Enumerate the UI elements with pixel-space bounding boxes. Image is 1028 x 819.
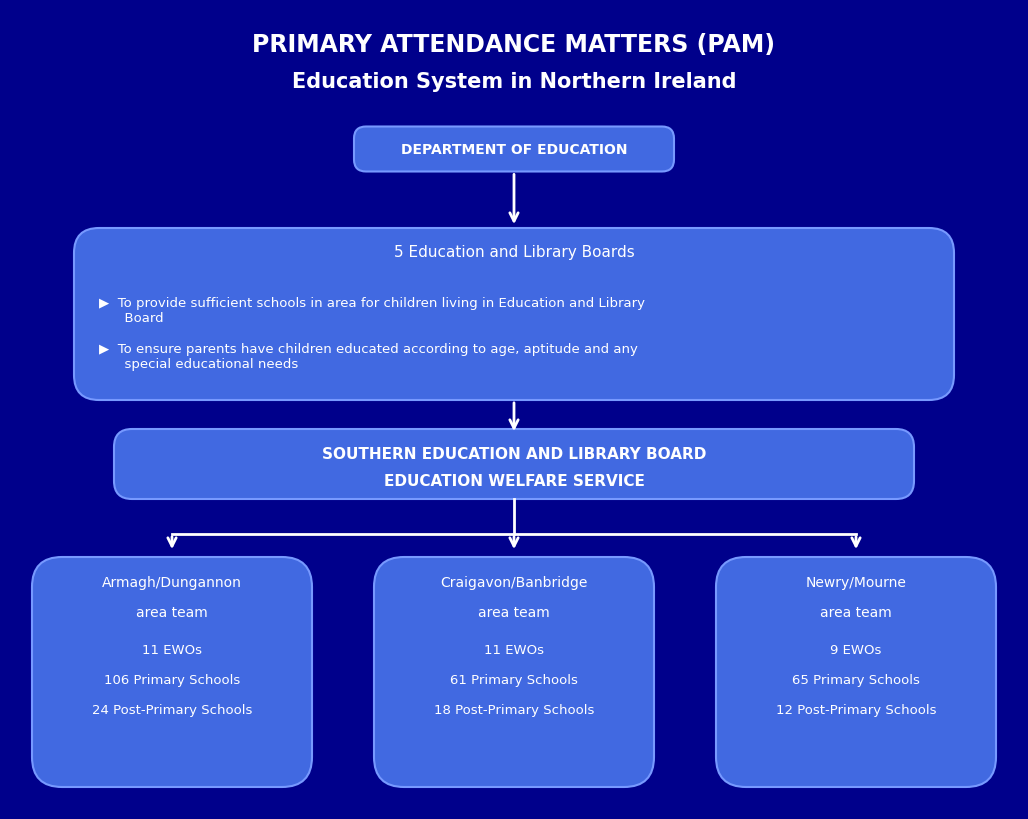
Text: area team: area team [136, 605, 208, 619]
Text: Education System in Northern Ireland: Education System in Northern Ireland [292, 72, 736, 92]
Text: 11 EWOs: 11 EWOs [142, 644, 201, 657]
FancyBboxPatch shape [114, 429, 914, 500]
FancyBboxPatch shape [32, 557, 313, 787]
Text: SOUTHERN EDUCATION AND LIBRARY BOARD: SOUTHERN EDUCATION AND LIBRARY BOARD [322, 447, 706, 462]
FancyBboxPatch shape [74, 229, 954, 400]
Text: 12 Post-Primary Schools: 12 Post-Primary Schools [776, 704, 937, 717]
Text: EDUCATION WELFARE SERVICE: EDUCATION WELFARE SERVICE [383, 474, 645, 489]
FancyBboxPatch shape [354, 127, 674, 172]
Text: Armagh/Dungannon: Armagh/Dungannon [102, 575, 242, 590]
Text: 61 Primary Schools: 61 Primary Schools [450, 674, 578, 686]
Text: Craigavon/Banbridge: Craigavon/Banbridge [440, 575, 588, 590]
Text: 106 Primary Schools: 106 Primary Schools [104, 674, 241, 686]
FancyBboxPatch shape [715, 557, 996, 787]
Text: 18 Post-Primary Schools: 18 Post-Primary Schools [434, 704, 594, 717]
FancyBboxPatch shape [374, 557, 654, 787]
Text: 9 EWOs: 9 EWOs [831, 644, 882, 657]
Text: 5 Education and Library Boards: 5 Education and Library Boards [394, 245, 634, 260]
Text: 11 EWOs: 11 EWOs [484, 644, 544, 657]
Text: PRIMARY ATTENDANCE MATTERS (PAM): PRIMARY ATTENDANCE MATTERS (PAM) [253, 33, 775, 57]
Text: area team: area team [478, 605, 550, 619]
Text: ▶  To provide sufficient schools in area for children living in Education and Li: ▶ To provide sufficient schools in area … [99, 296, 645, 324]
Text: 24 Post-Primary Schools: 24 Post-Primary Schools [91, 704, 252, 717]
Text: area team: area team [820, 605, 892, 619]
Text: ▶  To ensure parents have children educated according to age, aptitude and any
 : ▶ To ensure parents have children educat… [99, 342, 638, 370]
Text: DEPARTMENT OF EDUCATION: DEPARTMENT OF EDUCATION [401, 143, 627, 156]
Text: 65 Primary Schools: 65 Primary Schools [792, 674, 920, 686]
Text: Newry/Mourne: Newry/Mourne [806, 575, 907, 590]
